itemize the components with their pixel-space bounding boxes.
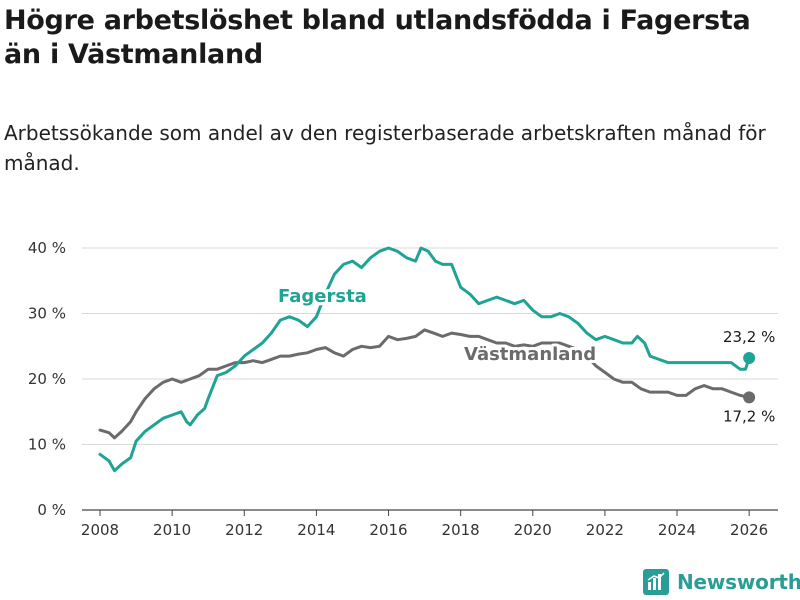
end-point-vastmanland bbox=[743, 391, 756, 404]
chart-title: Högre arbetslöshet bland utlandsfödda i … bbox=[4, 5, 751, 70]
gridlines bbox=[82, 247, 778, 511]
series-line-vastmanland bbox=[98, 328, 751, 440]
x-tick-label: 2018 bbox=[442, 521, 480, 539]
series-label-fagersta-halo: Fagersta bbox=[278, 286, 367, 307]
logo-bar bbox=[648, 582, 651, 590]
brand-name: Newsworthy bbox=[677, 570, 800, 594]
series-label-fagersta: Fagersta bbox=[278, 286, 367, 307]
end-label-vastmanland: 17,2 % bbox=[723, 407, 775, 425]
logo-bar bbox=[653, 578, 656, 590]
x-tick-label: 2012 bbox=[225, 521, 263, 539]
end-point-fagersta bbox=[743, 352, 756, 365]
x-axis: 2008 2010 2012 2014 2016 2018 2020 2022 2024 2026 bbox=[81, 510, 768, 539]
series-lines bbox=[98, 246, 751, 473]
x-tick-label: 2016 bbox=[369, 521, 407, 539]
x-tick-label: 2014 bbox=[297, 521, 335, 539]
y-axis: 0 % 10 % 20 % 30 % 40 % bbox=[28, 239, 66, 519]
x-tick-label: 2024 bbox=[658, 521, 696, 539]
series-labels: FagerstaFagerstaVästmanlandVästmanland23… bbox=[275, 283, 775, 425]
x-tick-label: 2026 bbox=[730, 521, 768, 539]
x-tick-label: 2020 bbox=[514, 521, 552, 539]
chart-subtitle: Arbetssökande som andel av den registerb… bbox=[4, 121, 766, 175]
bar-chart-logo-icon bbox=[643, 569, 669, 595]
series-label-vastmanland: Västmanland bbox=[464, 344, 596, 365]
logo-bar bbox=[658, 574, 661, 590]
y-tick-label: 20 % bbox=[28, 370, 66, 388]
x-tick-label: 2008 bbox=[81, 521, 119, 539]
y-tick-label: 0 % bbox=[37, 501, 66, 519]
newsworthy-logo: Newsworthy bbox=[643, 569, 800, 595]
x-tick-label: 2010 bbox=[153, 521, 191, 539]
logo-line bbox=[647, 572, 665, 581]
x-tick-label: 2022 bbox=[586, 521, 624, 539]
series-label-vastmanland-halo: Västmanland bbox=[464, 344, 596, 365]
end-label-fagersta: 23,2 % bbox=[723, 328, 775, 346]
series-line-fagersta bbox=[98, 246, 751, 473]
y-tick-label: 30 % bbox=[28, 305, 66, 323]
y-tick-label: 40 % bbox=[28, 239, 66, 257]
y-tick-label: 10 % bbox=[28, 436, 66, 454]
